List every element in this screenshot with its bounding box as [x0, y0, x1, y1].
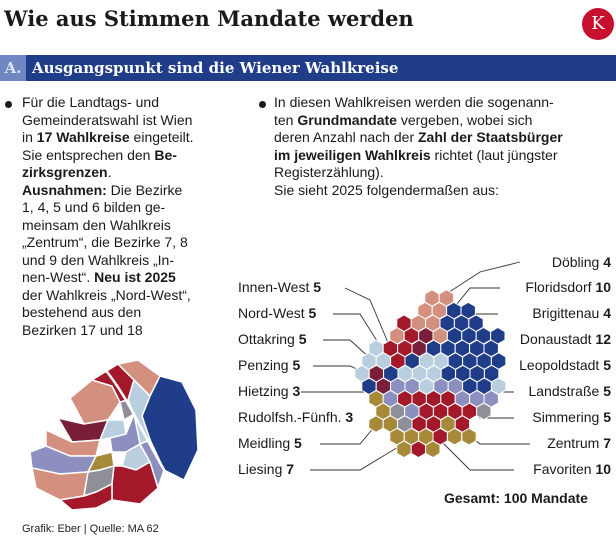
left-line: der Wahlkreis „Nord-West“, [22, 286, 191, 303]
district-label: Donaustadt 12 [519, 331, 611, 347]
district-label: Döbling 4 [551, 254, 611, 270]
left-line: in 17 Wahlkreise eingeteilt. [22, 129, 194, 145]
right-line: deren Anzahl nach der Zahl der Staatsbür… [274, 129, 563, 145]
hex-grid [354, 289, 507, 459]
kurier-logo: K [582, 8, 614, 40]
total-mandates: Gesamt: 100 Mandate [444, 490, 588, 506]
left-paragraph: Für die Landtags- und Gemeinderatswahl i… [22, 94, 232, 339]
leader-line [310, 445, 401, 471]
district-label: Favoriten 10 [533, 461, 611, 477]
district-label: Simmering 5 [532, 409, 611, 425]
left-line: nen-West“. Neu ist 2025 [22, 269, 176, 285]
district-label: Landstraße 5 [528, 383, 611, 399]
left-line: „Zentrum“, die Bezirke 7, 8 [22, 234, 188, 250]
leader-line [451, 287, 500, 311]
map-liesing [58, 482, 113, 511]
left-line: Ausnahmen: Die Bezirke [22, 181, 183, 198]
left-line: Bezirken 17 und 18 [22, 321, 143, 338]
right-line: In diesen Wahlkreisen werden die sogenan… [274, 94, 554, 110]
district-label: Ottakring 5 [238, 331, 307, 347]
mandate-hexagon [396, 440, 412, 459]
bullet-left [5, 101, 12, 108]
page-title: Wie aus Stimmen Mandate werden [4, 6, 414, 31]
right-paragraph: In diesen Wahlkreisen werden die sogenan… [274, 94, 614, 199]
mandate-hexagon [425, 440, 441, 459]
section-header: A. Ausgangspunkt sind die Wiener Wahlkre… [0, 55, 616, 81]
district-label: Rudolfsh.-Fünfh. 3 [238, 409, 354, 425]
bullet-right [259, 101, 266, 108]
left-line: zirksgrenzen. [22, 164, 112, 180]
left-line: und 9 den Wahlkreis „In- [22, 251, 174, 268]
left-line: bestehend aus den [22, 304, 142, 320]
mandate-hexagon [410, 440, 427, 459]
mandate-hexagon [368, 415, 384, 433]
district-label: Leopoldstadt 5 [519, 357, 611, 373]
leader-line [439, 439, 514, 471]
map-danube [103, 367, 172, 481]
mandate-hexagon [476, 402, 492, 421]
right-line: Registerzählung). [274, 164, 384, 180]
leader-line [333, 313, 385, 353]
left-line: Für die Landtags- und [22, 94, 159, 110]
vienna-district-map [29, 359, 199, 511]
district-label: Meidling 5 [238, 435, 302, 451]
district-label: Zentrum 7 [547, 435, 611, 451]
district-label: Hietzing 3 [238, 383, 301, 399]
district-label: Floridsdorf 10 [525, 279, 611, 295]
right-line: ten Grundmandate vergeben, wobei sich [274, 111, 533, 128]
credit-line: Grafik: Eber | Quelle: MA 62 [22, 523, 159, 535]
mandate-hexagon [446, 427, 463, 446]
district-label: Penzing 5 [238, 357, 301, 373]
right-line: im jeweiligen Wahlkreis richtet (laut jü… [274, 146, 558, 163]
left-line: meinsam den Wahlkreis [22, 216, 171, 233]
leader-line [439, 261, 521, 299]
mandate-hexagon [461, 427, 477, 446]
section-title: Ausgangspunkt sind die Wiener Wahlkreise [32, 59, 399, 77]
district-label: Liesing 7 [238, 461, 295, 477]
district-label: Brigittenau 4 [532, 305, 611, 321]
section-letter: A. [0, 55, 26, 81]
leader-line [344, 287, 393, 353]
leader-line [323, 339, 373, 361]
left-line: Sie entsprechen den Be- [22, 146, 177, 163]
left-line: 1, 4, 5 und 6 bilden ge- [22, 199, 166, 215]
left-line: Gemeinderatswahl ist Wien [22, 111, 193, 128]
district-label: Innen-West 5 [238, 279, 322, 295]
district-label: Nord-West 5 [238, 305, 317, 321]
right-line: Sie sieht 2025 folgendermaßen aus: [274, 181, 499, 198]
